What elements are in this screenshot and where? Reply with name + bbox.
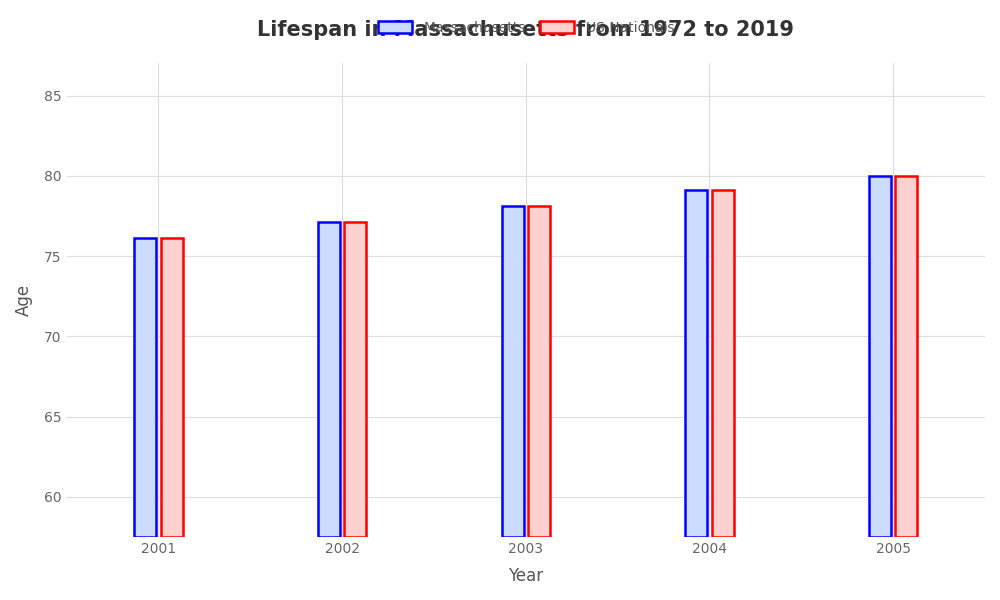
Title: Lifespan in Massachusetts from 1972 to 2019: Lifespan in Massachusetts from 1972 to 2… [257,20,794,40]
X-axis label: Year: Year [508,567,543,585]
Bar [502,206,524,537]
Bar [895,176,917,537]
Bar [318,223,340,537]
Bar [134,238,156,537]
Bar [685,190,707,537]
Bar [344,223,366,537]
Y-axis label: Age: Age [15,284,33,316]
Bar [712,190,734,537]
Bar [528,206,550,537]
Legend: Massachusetts, US Nationals: Massachusetts, US Nationals [371,14,681,41]
Bar [161,238,183,537]
Bar [869,176,891,537]
